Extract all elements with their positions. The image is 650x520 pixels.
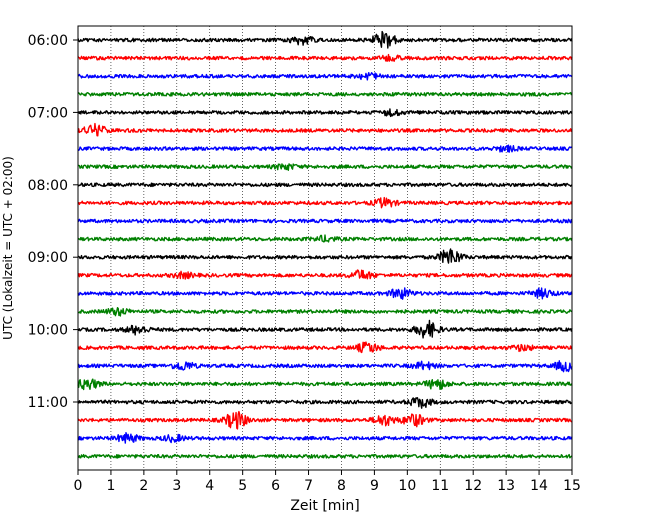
y-axis-label: UTC (Lokalzeit = UTC + 02:00) xyxy=(1,156,15,340)
trace-0945 xyxy=(77,307,573,317)
y-tick-label: 08:00 xyxy=(28,178,68,194)
x-tick-label: 5 xyxy=(238,478,247,494)
trace-0700 xyxy=(77,108,573,118)
x-tick-label: 6 xyxy=(271,478,280,494)
x-tick-label: 10 xyxy=(398,478,416,494)
y-tick-label: 06:00 xyxy=(28,33,68,49)
trace-1030 xyxy=(77,360,573,373)
y-tick-label: 07:00 xyxy=(28,105,68,121)
trace-0900 xyxy=(77,248,573,264)
x-tick-label: 14 xyxy=(530,478,548,494)
x-tick-label: 0 xyxy=(74,478,83,494)
trace-1130 xyxy=(77,432,573,444)
x-tick-label: 8 xyxy=(337,478,346,494)
y-tick-label: 09:00 xyxy=(28,250,68,266)
x-tick-label: 13 xyxy=(497,478,515,494)
trace-0800 xyxy=(77,182,573,188)
trace-1000 xyxy=(77,319,573,339)
x-tick-label: 9 xyxy=(370,478,379,494)
x-tick-label: 1 xyxy=(106,478,115,494)
x-axis-ticks: 0 1 2 3 4 5 6 7 8 9 10 11 12 13 14 15 xyxy=(74,470,581,494)
y-tick-label: 11:00 xyxy=(28,395,68,411)
x-tick-label: 4 xyxy=(205,478,214,494)
trace-0630 xyxy=(77,72,573,81)
x-tick-label: 7 xyxy=(304,478,313,494)
trace-0745 xyxy=(77,163,573,171)
y-tick-label: 10:00 xyxy=(28,323,68,339)
trace-1115 xyxy=(77,410,573,430)
x-tick-label: 11 xyxy=(431,478,449,494)
plot-frame xyxy=(77,25,573,471)
trace-1100 xyxy=(77,397,573,409)
trace-0830 xyxy=(77,218,573,224)
trace-1045 xyxy=(77,378,573,391)
trace-0915 xyxy=(77,269,573,280)
trace-1145 xyxy=(77,453,573,459)
trace-0615 xyxy=(77,53,573,62)
trace-0815 xyxy=(77,196,573,209)
x-tick-label: 12 xyxy=(464,478,482,494)
x-tick-label: 2 xyxy=(139,478,148,494)
trace-0715 xyxy=(77,122,573,137)
trace-0930 xyxy=(77,287,573,300)
x-axis-label: Zeit [min] xyxy=(290,498,359,514)
trace-1015 xyxy=(77,341,573,354)
trace-0645 xyxy=(77,91,573,97)
trace-0730 xyxy=(77,144,573,153)
x-tick-label: 3 xyxy=(172,478,181,494)
y-axis-ticks: 06:00 07:00 08:00 09:00 10:00 11:00 xyxy=(28,33,78,411)
x-grid xyxy=(110,26,540,470)
trace-0845 xyxy=(77,234,573,243)
trace-layer xyxy=(77,30,573,459)
trace-0600 xyxy=(77,30,573,49)
x-tick-label: 15 xyxy=(563,478,581,494)
